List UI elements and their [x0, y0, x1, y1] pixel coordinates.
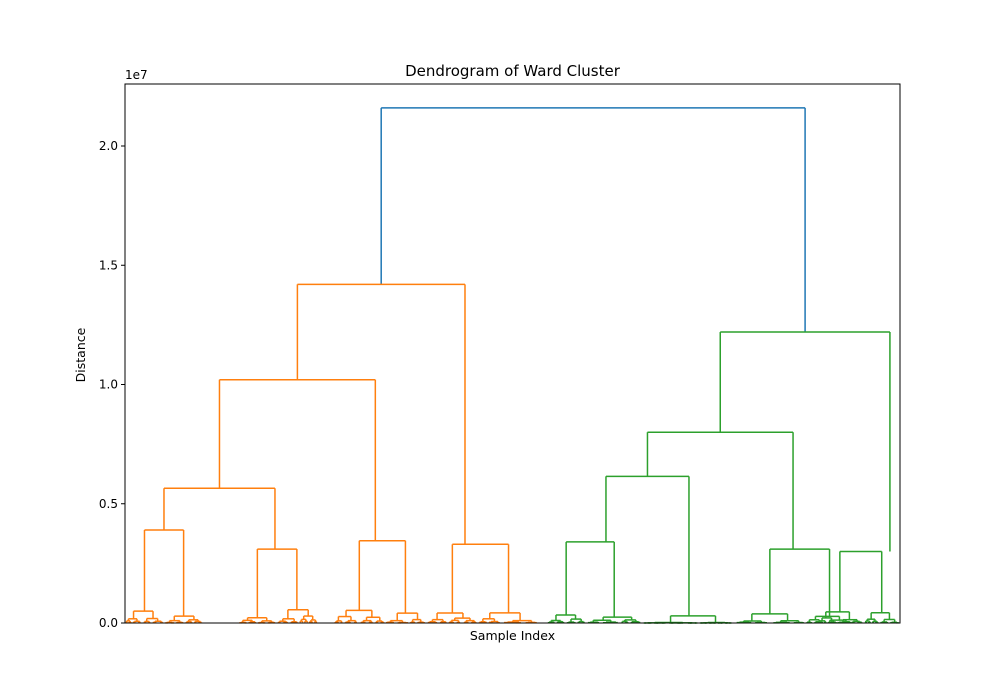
y-tick-label: 1.0	[99, 378, 118, 392]
y-tick-label: 2.0	[99, 139, 118, 153]
chart-title: Dendrogram of Ward Cluster	[405, 62, 621, 80]
y-scale-exponent: 1e7	[125, 68, 148, 82]
plot-frame	[124, 83, 901, 624]
dendrogram-links	[125, 107, 900, 624]
y-axis-ticks: 0.0 0.5 1.0 1.5 2.0	[99, 139, 125, 630]
x-axis-label: Sample Index	[470, 628, 555, 643]
y-axis-label: Distance	[73, 327, 88, 382]
y-tick-label: 0.0	[99, 616, 118, 630]
y-tick-label: 1.5	[99, 258, 118, 272]
y-tick-label: 0.5	[99, 497, 118, 511]
